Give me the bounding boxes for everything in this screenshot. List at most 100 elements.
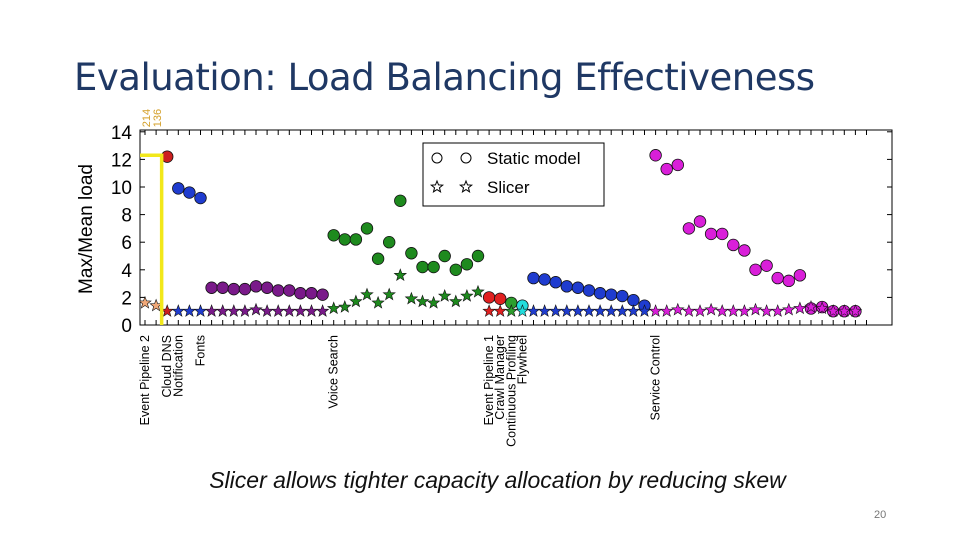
slicer-point	[338, 300, 352, 313]
static-point	[716, 227, 729, 241]
static-point	[527, 271, 540, 285]
slicer-point	[371, 295, 385, 309]
static-point	[682, 222, 696, 235]
static-point	[183, 186, 196, 199]
x-category-label: Voice Search	[327, 335, 341, 409]
static-point	[771, 271, 784, 285]
slicer-point	[626, 304, 641, 317]
slicer-point	[726, 304, 741, 317]
slicer-point	[204, 304, 219, 317]
static-point	[471, 249, 485, 263]
static-point	[605, 288, 618, 301]
static-point	[793, 269, 807, 282]
slicer-point	[560, 304, 574, 317]
slicer-point	[315, 304, 330, 317]
static-point	[338, 233, 352, 246]
static-point	[593, 287, 607, 300]
slicer-point	[637, 304, 652, 317]
y-tick-label: 14	[111, 123, 133, 144]
slicer-point	[227, 304, 241, 317]
x-category-label: Flywheel	[515, 335, 529, 384]
slicer-point	[426, 295, 441, 309]
static-point	[360, 222, 374, 235]
static-point	[760, 259, 773, 272]
overflow-label-1: 214	[141, 109, 153, 127]
static-point	[205, 281, 218, 294]
chart-legend: Static model Slicer	[422, 142, 605, 207]
static-point	[283, 284, 296, 297]
static-point	[727, 238, 740, 252]
static-point	[616, 289, 629, 303]
slicer-point	[648, 304, 663, 317]
slicer-point	[449, 294, 463, 308]
static-point	[405, 247, 418, 260]
y-tick-label: 4	[121, 261, 132, 282]
slide-title: Evaluation: Load Balancing Effectiveness	[74, 56, 815, 99]
slicer-point	[748, 302, 763, 316]
slicer-point	[182, 304, 197, 317]
static-point	[449, 263, 463, 277]
static-point	[549, 276, 562, 289]
chart-axes: 0 2 4 6 8 10 12 14 Event Pipeline 2 Cloud DNSNoti…	[111, 123, 893, 447]
overflow-label-2: 136	[152, 109, 164, 127]
slicer-point	[604, 304, 618, 317]
x-category-label: Event Pipeline 2	[138, 335, 152, 425]
static-point	[427, 260, 440, 274]
static-point	[704, 227, 718, 241]
slicer-point	[537, 304, 552, 317]
static-point	[460, 258, 474, 271]
slicer-point	[171, 304, 186, 317]
y-tick-label: 0	[121, 316, 132, 337]
slicer-point	[140, 295, 152, 309]
static-point	[438, 249, 451, 263]
slicer-point	[238, 304, 252, 317]
legend-circle-icon	[431, 152, 443, 164]
slicer-point	[782, 302, 796, 316]
static-point	[560, 280, 574, 293]
legend-star-icon	[429, 179, 445, 193]
slicer-point	[837, 304, 852, 317]
legend-label-static: Static model	[487, 149, 581, 168]
slicer-point	[715, 304, 729, 317]
slicer-point	[848, 304, 863, 317]
static-point	[671, 158, 685, 172]
slicer-point	[382, 287, 396, 301]
slicer-point	[770, 304, 785, 317]
plot-frame	[139, 129, 893, 326]
highlight-line	[140, 153, 164, 325]
slicer-point	[804, 300, 818, 313]
static-point	[216, 281, 229, 294]
page-number: 20	[874, 509, 887, 521]
x-category-label: Fonts	[194, 335, 208, 366]
static-point	[749, 263, 762, 277]
legend-box	[422, 142, 605, 207]
legend-label-slicer: Slicer	[487, 178, 530, 197]
slicer-point	[671, 302, 685, 316]
static-point	[172, 182, 185, 195]
legend-circle-icon	[460, 152, 472, 164]
slicer-point	[582, 304, 596, 317]
slicer-point	[515, 304, 530, 317]
slicer-point	[404, 291, 419, 305]
static-point	[249, 280, 263, 293]
static-point	[782, 274, 796, 288]
slicer-point	[460, 288, 474, 302]
slicer-point	[293, 304, 308, 317]
x-category-label: Cloud DNS	[160, 335, 174, 398]
slicer-point	[693, 304, 707, 317]
y-tick-label: 8	[121, 206, 132, 227]
slicer-point	[271, 304, 285, 317]
slicer-point	[415, 294, 430, 308]
slicer-point	[593, 304, 607, 317]
slicer-point	[471, 284, 485, 298]
slicer-point	[548, 304, 563, 317]
static-point	[316, 288, 329, 301]
chart-overlay	[140, 153, 164, 325]
slicer-point	[437, 288, 452, 302]
static-point	[693, 215, 707, 228]
x-category-label: Event Pipeline 1	[482, 335, 496, 425]
static-point	[383, 235, 396, 249]
x-category-label: Continuous Profiling	[504, 335, 518, 447]
slicer-point	[682, 304, 696, 317]
